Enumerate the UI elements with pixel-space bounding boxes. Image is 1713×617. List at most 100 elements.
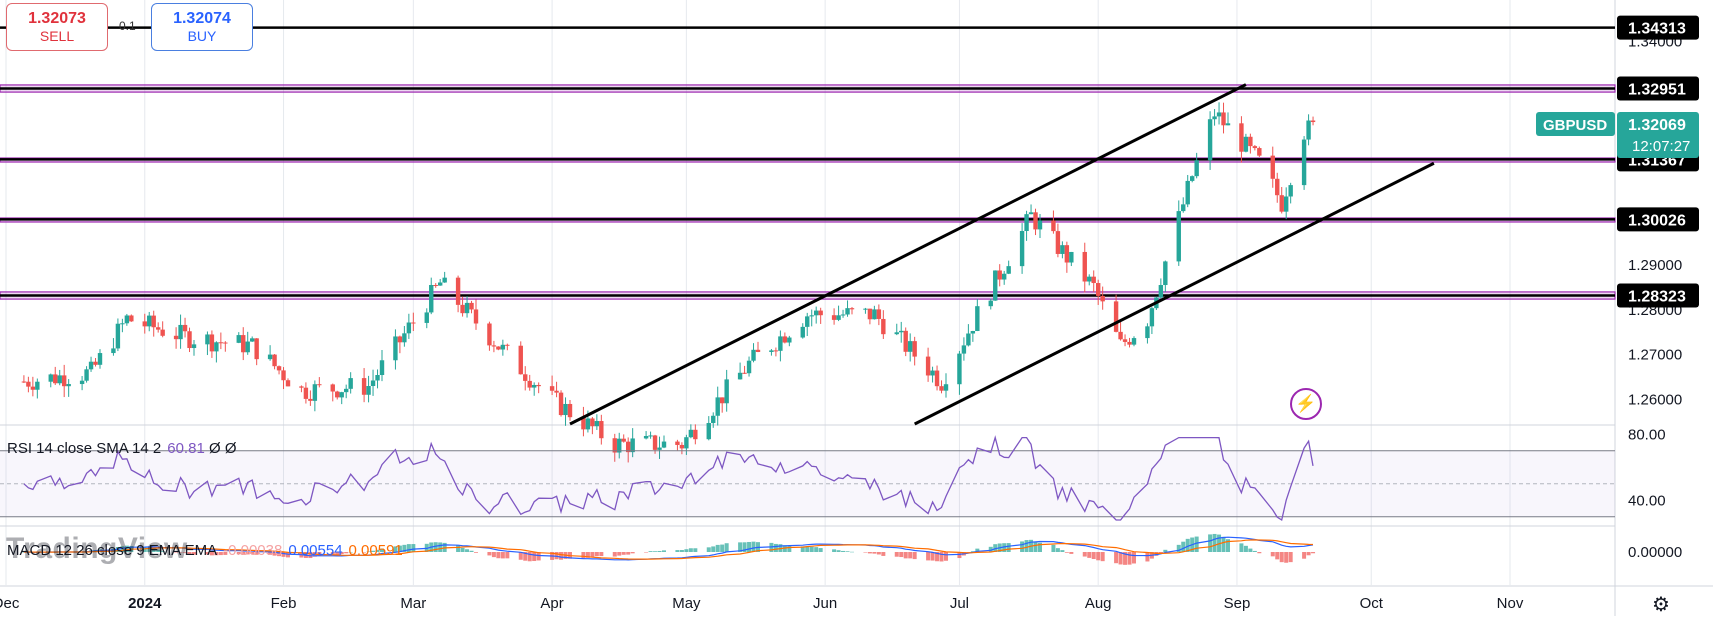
candle-body: [746, 360, 752, 374]
settings-gear-icon[interactable]: ⚙: [1652, 594, 1670, 616]
candle-body: [30, 386, 36, 390]
candle-body: [79, 380, 85, 385]
macd-histogram-bar: [773, 543, 778, 552]
trendline[interactable]: [913, 161, 1435, 426]
candle-body: [907, 341, 913, 352]
candle-body: [500, 344, 506, 350]
candle-body: [173, 335, 179, 340]
macd-histogram-bar: [160, 551, 165, 552]
candle-body: [281, 370, 286, 381]
candle-body: [160, 329, 165, 336]
macd-histogram-bar: [151, 548, 156, 552]
macd-histogram-bar: [236, 552, 241, 555]
time-tick-label: Dec: [0, 595, 20, 612]
candle-body: [66, 384, 71, 387]
macd-histogram-bar: [912, 552, 917, 560]
time-axis[interactable]: Dec 2024 Feb Mar Apr May Jun Jul Aug Sep Oct Nov: [0, 595, 1524, 612]
horizontal-levels[interactable]: [0, 26, 1616, 300]
macd-histogram-bar: [223, 552, 228, 555]
macd-signal-line: [23, 539, 1314, 560]
candle-body: [778, 336, 783, 351]
price-axis[interactable]: 1.260001.270001.280001.290001.340001.343…: [1536, 15, 1699, 561]
trendlines[interactable]: [569, 83, 1435, 426]
macd-histogram-bar: [1038, 542, 1042, 552]
macd-histogram-bar: [612, 552, 617, 557]
macd-histogram-bar: [518, 552, 523, 560]
level-price-tag[interactable]: [1617, 76, 1699, 101]
candle-body: [1001, 273, 1007, 280]
candle-body: [661, 441, 667, 448]
macd-histogram-bar: [1212, 533, 1217, 552]
level-price-tag[interactable]: [1617, 15, 1699, 40]
candle-body: [397, 336, 403, 343]
last-price-tag[interactable]: [1617, 112, 1699, 158]
candle-body: [241, 335, 246, 353]
candle-body: [1185, 180, 1190, 205]
rsi-tick-label: 40.00: [1628, 492, 1666, 509]
candle-body: [182, 324, 188, 332]
candle-body: [366, 386, 371, 395]
sell-button[interactable]: 1.32073 SELL: [6, 3, 108, 51]
macd-histogram-bar: [245, 552, 250, 555]
macd-histogram-bar: [1064, 552, 1069, 553]
candle-body: [845, 308, 850, 315]
trendline[interactable]: [569, 83, 1247, 426]
candle-body: [554, 390, 559, 393]
macd-histogram-bar: [554, 552, 559, 560]
time-tick-label: Jun: [813, 595, 837, 612]
macd-histogram-bar: [648, 551, 653, 552]
macd-histogram-bar: [908, 552, 913, 559]
candle-body: [719, 397, 725, 404]
macd-histogram-bar: [872, 552, 877, 554]
candle-body: [621, 438, 626, 442]
macd-histogram-bar: [183, 552, 188, 553]
candle-body: [1051, 220, 1056, 232]
macd-histogram-bar: [124, 545, 129, 552]
candle-body: [429, 285, 434, 313]
candle-body: [966, 333, 971, 346]
candle-body: [975, 306, 980, 331]
macd-histogram-bar: [1208, 534, 1213, 552]
rsi-legend[interactable]: RSI 14 close SMA 14 2 60.81 Ø Ø: [7, 440, 236, 457]
macd-histogram-bar: [218, 552, 223, 556]
macd-histogram-bar: [926, 552, 931, 561]
candle-body: [473, 309, 479, 324]
candle-body: [773, 350, 779, 352]
level-price-tag[interactable]: [1617, 207, 1699, 232]
candle-body: [1091, 276, 1096, 284]
macd-histogram-bar: [724, 543, 729, 552]
macd-histogram-bar: [747, 541, 752, 552]
candle-body: [1100, 295, 1105, 302]
candle-body: [617, 438, 622, 453]
macd-histogram-bar: [142, 546, 147, 552]
sell-label: SELL: [39, 28, 75, 44]
candle-body: [903, 330, 908, 352]
lightning-icon[interactable]: ⚡: [1290, 388, 1322, 420]
candle-body: [849, 308, 855, 310]
level-price-tag[interactable]: [1617, 283, 1699, 308]
candle-body: [1122, 339, 1128, 342]
macd-histogram-bar: [317, 552, 322, 556]
macd-histogram-bar: [1060, 550, 1065, 552]
macd-histogram-bar: [867, 552, 872, 554]
candle-body: [343, 388, 349, 393]
candle-body: [1145, 326, 1150, 339]
buy-button[interactable]: 1.32074 BUY: [151, 3, 253, 51]
candle-body: [1006, 266, 1011, 274]
candle-body: [84, 369, 89, 381]
macd-legend-signal: 0.00591: [348, 542, 403, 559]
candle-body: [1252, 146, 1258, 149]
macd-pane: [21, 533, 1316, 565]
macd-histogram-bar: [800, 546, 805, 552]
candle-body: [308, 398, 313, 401]
macd-legend[interactable]: MACD 12 26 close 9 EMA EMA -0.00038 0.0055…: [7, 542, 403, 559]
candle-body: [330, 384, 335, 392]
macd-histogram-bar: [809, 546, 814, 552]
macd-histogram-bar: [742, 542, 747, 552]
macd-histogram-bar: [1270, 552, 1275, 557]
candle-body: [205, 334, 210, 345]
macd-histogram-bar: [496, 552, 501, 559]
macd-histogram-bar: [456, 545, 461, 552]
symbol-tag[interactable]: [1536, 112, 1615, 136]
